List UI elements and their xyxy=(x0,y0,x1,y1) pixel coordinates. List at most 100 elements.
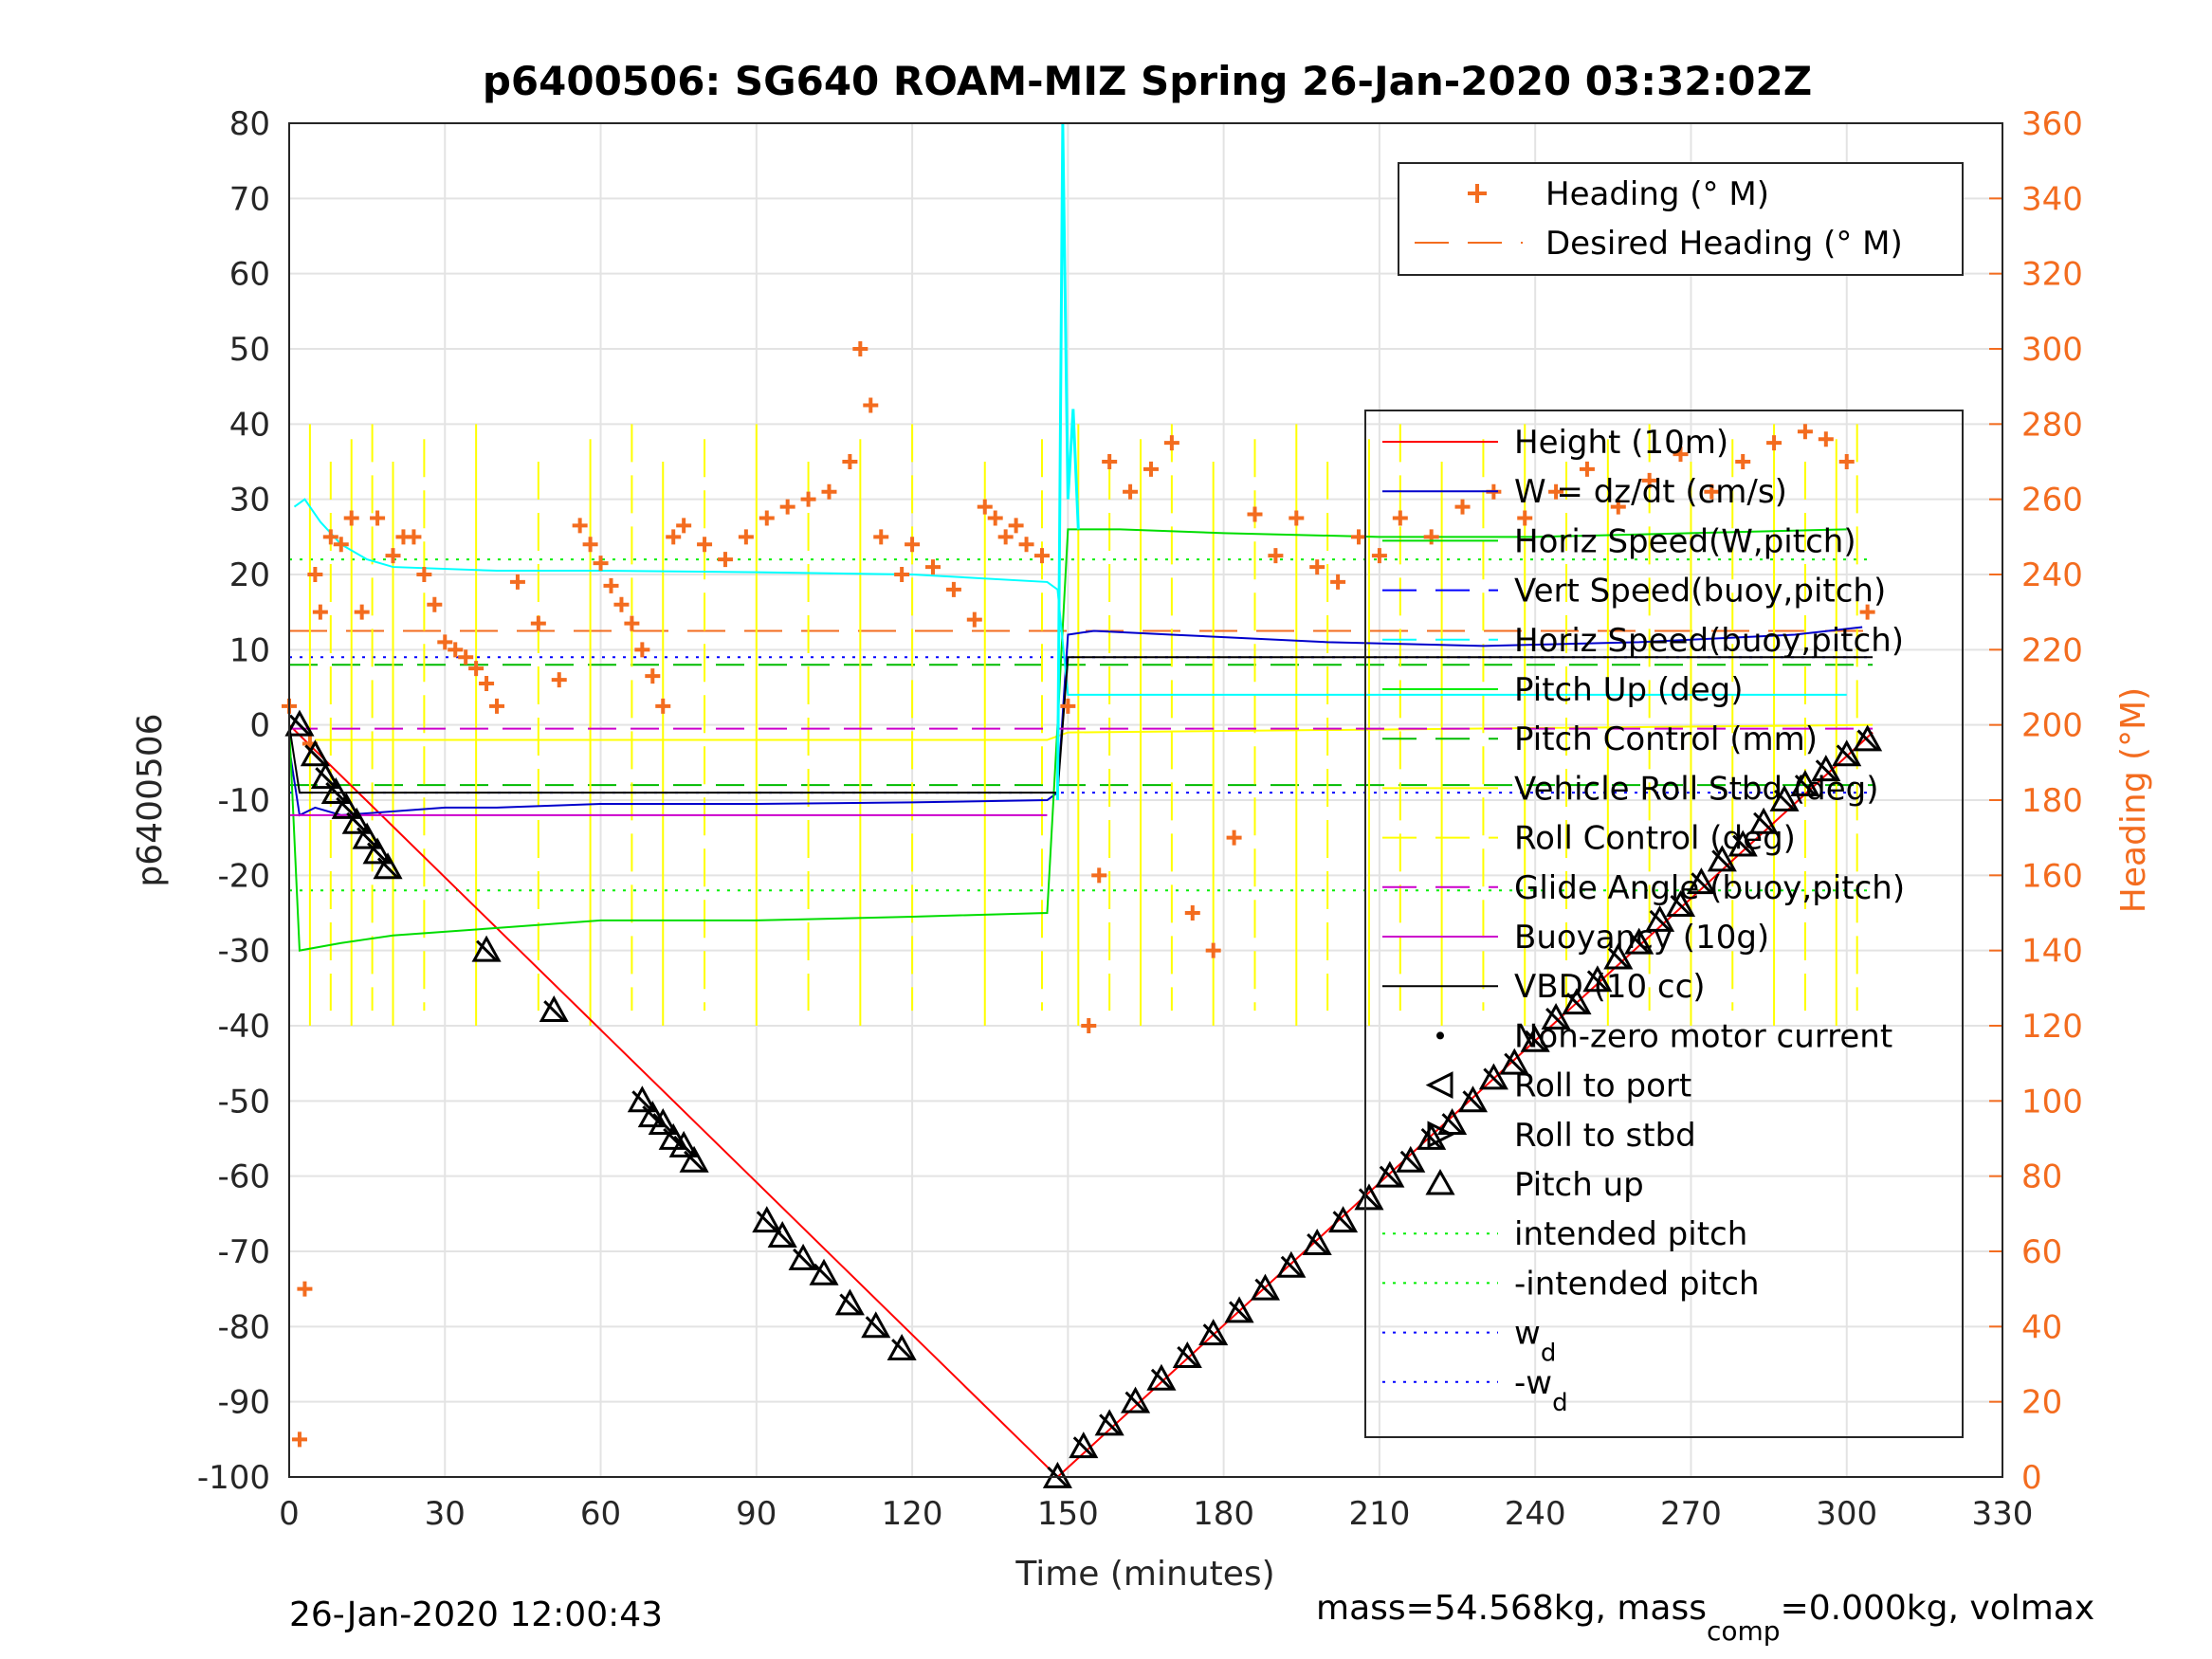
pitch-up-marker xyxy=(834,1288,865,1316)
y2-tick-120: 120 xyxy=(2021,1008,2083,1046)
y2-tick-60: 60 xyxy=(2021,1233,2062,1271)
x-tick-60: 60 xyxy=(580,1495,621,1533)
y-tick--100: -100 xyxy=(197,1459,270,1497)
pitch-up-marker xyxy=(1707,845,1737,872)
legend-entry: -intended pitch xyxy=(1514,1265,1760,1303)
heading-point xyxy=(1735,454,1751,469)
heading-point xyxy=(1123,483,1139,500)
x-tick-90: 90 xyxy=(736,1495,777,1533)
pitch-up-marker xyxy=(1790,770,1820,797)
roll-marker xyxy=(288,714,311,736)
roll-marker xyxy=(1379,1165,1400,1187)
pitch-up-marker xyxy=(1172,1340,1202,1368)
roll-marker xyxy=(1856,729,1878,751)
pitch-up-marker xyxy=(752,1206,782,1233)
heading-point xyxy=(1163,435,1179,451)
x-tick-150: 150 xyxy=(1037,1495,1099,1533)
roll-marker xyxy=(642,1105,664,1127)
pitch-up-marker xyxy=(1853,724,1883,752)
heading-point xyxy=(1579,461,1595,477)
roll-marker xyxy=(1441,1113,1463,1135)
legend-port-swatch xyxy=(1425,1071,1453,1100)
pitch-up-marker xyxy=(1686,867,1716,895)
y2-tick-300: 300 xyxy=(2021,331,2083,369)
y-tick--90: -90 xyxy=(217,1384,270,1422)
roll-marker xyxy=(1753,811,1775,833)
pitch-up-marker xyxy=(1042,1461,1072,1488)
roll-marker xyxy=(839,1293,861,1315)
roll-marker xyxy=(1525,1030,1546,1051)
heading-point xyxy=(1205,942,1221,958)
roll-marker xyxy=(1670,895,1691,917)
roll-marker xyxy=(376,857,399,879)
roll-marker xyxy=(1177,1346,1198,1368)
pitch-up-marker xyxy=(788,1243,818,1270)
y2-axis-label: Heading (°M) xyxy=(2114,687,2153,913)
roll-marker xyxy=(1099,1413,1121,1435)
heading-point xyxy=(779,499,795,515)
x-tick-180: 180 xyxy=(1193,1495,1254,1533)
legend-entry: Pitch Control (mm) xyxy=(1514,720,1818,758)
legend-entry: Vert Speed(buoy,pitch) xyxy=(1514,573,1886,611)
series-vbd xyxy=(288,656,1874,794)
pitch-up-marker xyxy=(1354,1183,1384,1211)
pitch-up-marker xyxy=(1250,1273,1280,1301)
roll-marker xyxy=(865,1316,887,1338)
heading-point xyxy=(717,552,733,568)
legend-entry: VBD (10 cc) xyxy=(1514,968,1706,1006)
y-tick-10: 10 xyxy=(229,631,270,669)
heading-point xyxy=(354,604,370,620)
heading-point xyxy=(1797,424,1813,440)
heading-point xyxy=(437,634,453,650)
heading-point xyxy=(666,529,682,545)
heading-point xyxy=(468,661,484,677)
x-tick-240: 240 xyxy=(1505,1495,1566,1533)
legend-main-box xyxy=(1364,410,1964,1438)
pitch-up-marker xyxy=(1328,1206,1359,1233)
legend-heading: Heading (° M) Desired Heading (° M) xyxy=(1398,162,1964,276)
roll-marker xyxy=(793,1248,814,1269)
pitch-up-marker xyxy=(1665,889,1696,917)
pitch-up-marker xyxy=(648,1108,678,1136)
pitch-up-marker xyxy=(1832,739,1862,767)
roll-marker xyxy=(367,842,389,864)
plot-frame xyxy=(288,122,2003,1478)
series-horiz_buoy xyxy=(293,498,1847,696)
legend-top-entry: Desired Heading (° M) xyxy=(1545,225,1903,263)
heading-point xyxy=(1330,574,1346,590)
heading-point xyxy=(624,615,640,631)
pitch-up-marker xyxy=(284,709,315,737)
heading-point xyxy=(1371,548,1387,564)
y-tick-80: 80 xyxy=(229,105,270,143)
heading-point xyxy=(530,615,546,631)
heading-point xyxy=(987,510,1003,526)
roll-marker xyxy=(1836,744,1857,766)
pitch-up-marker xyxy=(1224,1296,1254,1323)
roll-marker xyxy=(1794,775,1816,796)
x-tick-330: 330 xyxy=(1972,1495,2034,1533)
chart-title: p6400506: SG640 ROAM-MIZ Spring 26-Jan-2… xyxy=(483,58,1812,104)
y-tick--30: -30 xyxy=(217,933,270,971)
heading-point xyxy=(343,510,359,526)
heading-point xyxy=(1641,472,1657,488)
heading-point xyxy=(333,537,349,553)
heading-point xyxy=(945,581,961,597)
y-tick--70: -70 xyxy=(217,1233,270,1271)
y2-tick-140: 140 xyxy=(2021,933,2083,971)
pitch-up-marker xyxy=(1624,927,1654,955)
pitch-up-marker xyxy=(809,1258,839,1285)
pitch-up-marker xyxy=(1499,1048,1529,1075)
y2-tick-0: 0 xyxy=(2021,1459,2042,1497)
heading-point xyxy=(1838,454,1855,469)
roll-marker xyxy=(336,796,357,818)
footer-mass-sub: comp xyxy=(1707,1615,1781,1647)
y-tick--50: -50 xyxy=(217,1083,270,1121)
pitch-up-marker xyxy=(658,1122,688,1150)
roll-marker xyxy=(325,782,347,804)
pitch-up-marker xyxy=(861,1311,891,1339)
roll-marker xyxy=(1545,1008,1567,1030)
pitch-up-marker xyxy=(300,739,330,767)
pitch-up-marker xyxy=(471,935,502,962)
heading-point xyxy=(905,537,921,553)
heading-point xyxy=(458,649,474,665)
